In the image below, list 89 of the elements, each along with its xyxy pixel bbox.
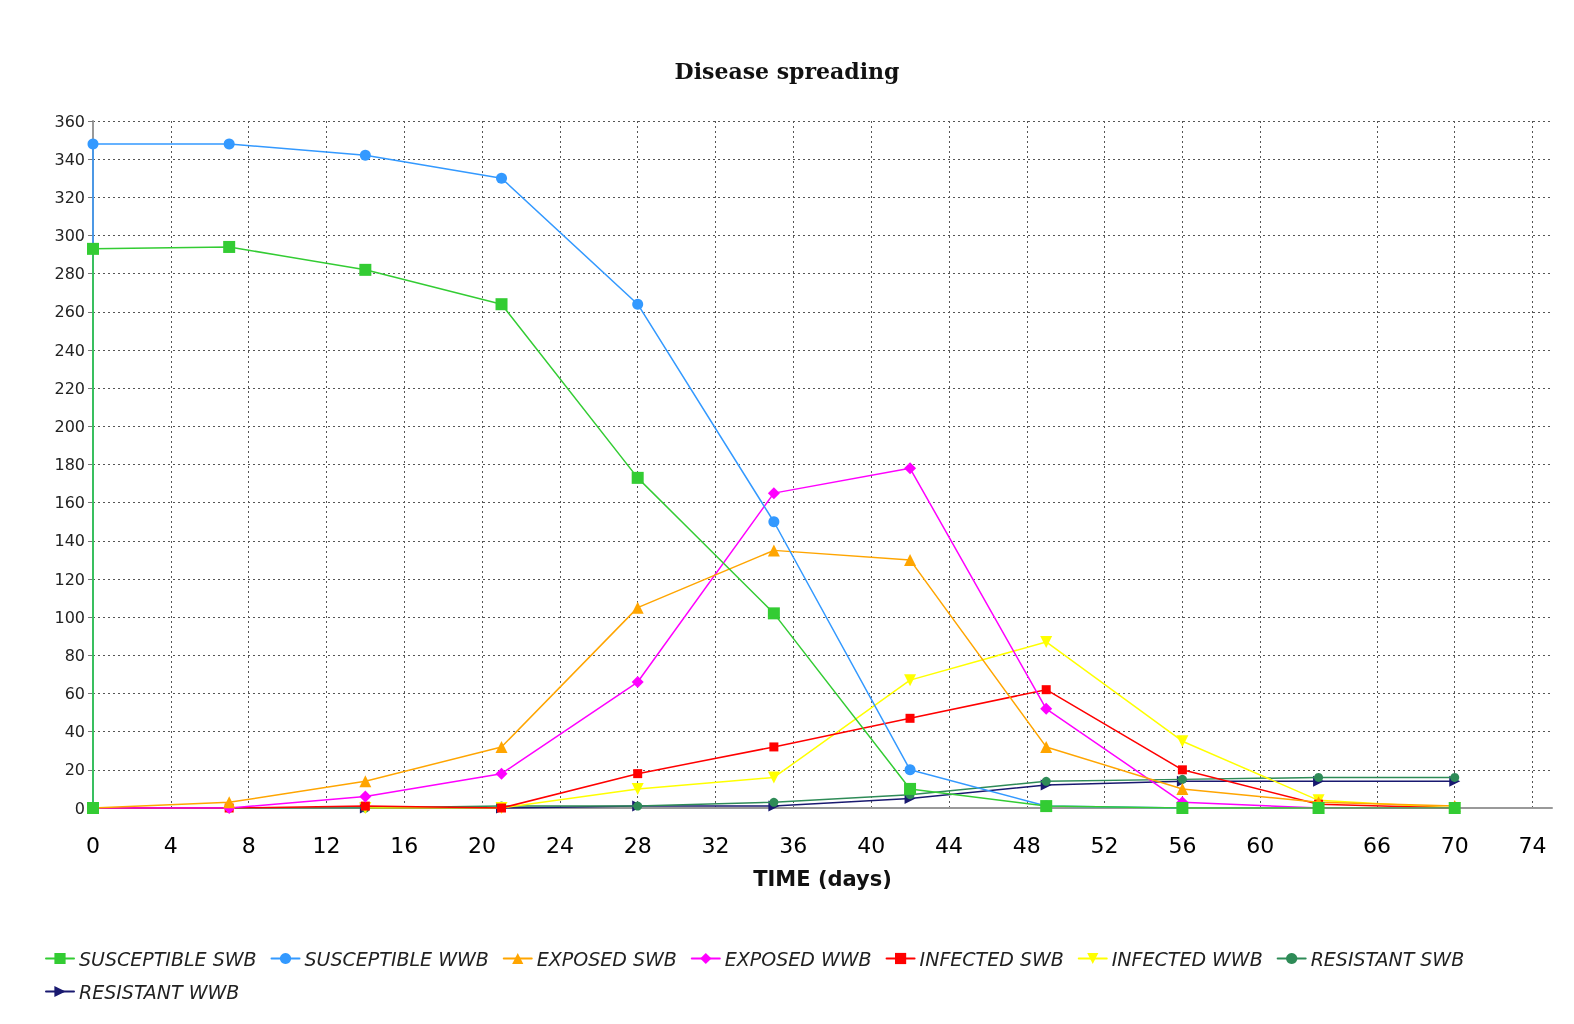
y-tick-label: 360	[54, 111, 85, 131]
y-tick-label: 20	[64, 760, 85, 780]
point	[359, 775, 372, 788]
y-tick-label: 140	[54, 531, 85, 551]
point	[631, 676, 644, 689]
point	[768, 516, 780, 528]
y-tick-label: 120	[54, 569, 85, 589]
point	[904, 674, 917, 687]
point	[87, 242, 99, 255]
point	[1040, 702, 1053, 715]
point	[631, 782, 644, 795]
x-tick-label: 12	[312, 832, 341, 858]
y-tick-label: 0	[74, 798, 85, 818]
y-tick-label: 40	[64, 722, 85, 742]
y-tick-label: 280	[54, 264, 85, 284]
x-tick-label: 60	[1246, 832, 1275, 858]
y-tick-label: 220	[54, 378, 85, 398]
point	[905, 713, 915, 723]
legend-label: RESISTANT WWB	[79, 980, 240, 1003]
legend-label: SUSCEPTIBLE SWB	[79, 947, 257, 970]
point	[767, 771, 780, 784]
legend-label: EXPOSED WWB	[724, 947, 872, 970]
x-tick-label: 28	[623, 832, 652, 858]
point	[1176, 782, 1189, 795]
y-tick-label: 80	[64, 645, 85, 665]
x-tick-label: 36	[779, 832, 808, 858]
y-tick-label: 200	[54, 416, 85, 436]
point	[495, 767, 508, 780]
x-tick-label: 48	[1012, 832, 1041, 858]
point	[1040, 635, 1053, 648]
x-tick-label: 66	[1362, 832, 1391, 858]
x-tick-label: 8	[241, 832, 256, 858]
point	[767, 487, 780, 500]
point	[769, 742, 779, 752]
point	[1177, 765, 1187, 775]
point	[632, 298, 644, 310]
y-tick-label: 260	[54, 302, 85, 322]
point	[223, 796, 236, 809]
legend-label: INFECTED WWB	[1111, 947, 1263, 970]
x-tick-label: 32	[701, 832, 730, 858]
point	[87, 138, 99, 150]
point	[767, 544, 780, 557]
x-tick-label: 40	[857, 832, 886, 858]
point	[904, 553, 917, 566]
y-tick-label: 180	[54, 455, 85, 474]
x-tick-label: 16	[390, 832, 419, 858]
point	[1450, 772, 1460, 782]
x-tick-label: 70	[1440, 832, 1469, 858]
point	[223, 240, 236, 253]
point	[904, 462, 917, 475]
x-tick-label: 24	[545, 832, 574, 858]
point	[359, 149, 371, 161]
point	[495, 740, 508, 753]
y-tick-label: 340	[54, 149, 85, 169]
point	[631, 601, 644, 614]
y-tick-label: 240	[54, 340, 85, 360]
point	[631, 471, 644, 484]
legend-label: SUSCEPTIBLE WWB	[304, 947, 489, 970]
point	[1314, 772, 1324, 782]
point	[633, 769, 643, 779]
x-tick-label: 52	[1090, 832, 1119, 858]
point	[1176, 735, 1189, 748]
point	[1041, 776, 1051, 786]
legend-label: RESISTANT SWB	[1310, 947, 1465, 970]
x-tick-label: 44	[934, 832, 963, 858]
point	[767, 607, 780, 620]
x-tick-label: 20	[468, 832, 497, 858]
point	[223, 138, 235, 150]
x-tick-label: 4	[163, 832, 178, 858]
x-axis-title: TIME (days)	[753, 866, 892, 891]
y-tick-label: 320	[54, 187, 85, 207]
x-tick-label: 74	[1518, 832, 1547, 858]
point	[904, 764, 916, 776]
legend-label: EXPOSED SWB	[536, 947, 677, 970]
point	[1041, 685, 1051, 695]
chart-title: Disease spreading	[674, 58, 900, 84]
point	[359, 790, 372, 803]
legend-label: INFECTED SWB	[919, 947, 1064, 970]
point	[359, 263, 372, 276]
y-tick-label: 160	[54, 493, 85, 513]
point	[1040, 740, 1053, 753]
point	[496, 172, 508, 184]
point	[904, 782, 917, 795]
y-tick-label: 60	[64, 684, 85, 703]
point	[769, 797, 779, 807]
x-tick-label: 56	[1168, 832, 1197, 858]
y-tick-label: 100	[54, 607, 85, 627]
y-tick-label: 300	[54, 226, 85, 245]
point	[495, 298, 508, 311]
